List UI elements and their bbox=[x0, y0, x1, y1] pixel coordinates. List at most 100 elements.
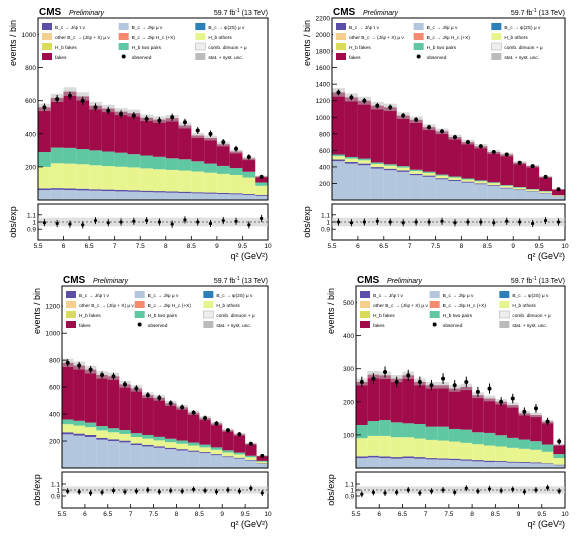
legend-label-2: B_c → ψ(2S) μ ν bbox=[504, 25, 541, 31]
bar-fakes-bin-6 bbox=[409, 119, 423, 170]
bar-fakes-bin-1 bbox=[344, 97, 358, 157]
energy-value: (13 TeV) bbox=[537, 10, 565, 17]
bar-h-b-two-pairs-bin-0 bbox=[332, 154, 345, 157]
y-tick-label: 1000 bbox=[46, 331, 61, 338]
legend-label-10: observed bbox=[148, 323, 168, 329]
bar-h-b-others-bin-7 bbox=[437, 440, 449, 459]
observed-point-5 bbox=[106, 108, 111, 113]
bar-b-c-j--bin-13 bbox=[204, 193, 217, 200]
bar-b-c-j--bin-0 bbox=[38, 188, 51, 191]
bar-fakes-bin-2 bbox=[63, 91, 77, 148]
bar-h-b-others-bin-0 bbox=[332, 156, 345, 160]
legend-swatch-11 bbox=[491, 53, 502, 60]
bar-h-b-others-bin-13 bbox=[500, 185, 514, 188]
observed-point-0 bbox=[336, 90, 341, 95]
bar-h-b-two-pairs-bin-4 bbox=[402, 423, 415, 438]
bar-b-c-j--bin-1 bbox=[367, 457, 380, 468]
ratio-point-15 bbox=[234, 219, 238, 223]
ratio-point-2 bbox=[68, 222, 72, 226]
bar-b-c-j--bin-5 bbox=[396, 171, 410, 200]
bar-b-c-j--bin-12 bbox=[495, 461, 507, 463]
legend-swatch-6 bbox=[66, 311, 76, 318]
legend-swatch-2 bbox=[491, 23, 502, 30]
lumi-value: 59.7 fb bbox=[214, 10, 236, 17]
uncertainty-band-bin-17 bbox=[553, 443, 565, 446]
legend-swatch-9 bbox=[66, 321, 76, 328]
legend-box bbox=[357, 288, 564, 330]
bar-h-b-others-bin-15 bbox=[233, 454, 246, 458]
y-tick-label: 2000 bbox=[316, 32, 331, 39]
chart-panel-4: 100 200 300 400 500 0.911.1 5.5 6 6.5 7 7.5 8 8.5 9 9.… bbox=[326, 275, 569, 529]
ratio-point-0 bbox=[66, 489, 70, 493]
observed-point-5 bbox=[417, 379, 422, 384]
legend-swatch-8 bbox=[203, 310, 214, 319]
bar-fakes-bin-4 bbox=[107, 376, 120, 429]
x-tick-label: 8 bbox=[175, 511, 179, 518]
bar-h-b-others-bin-0 bbox=[62, 424, 74, 433]
x-tick-label: 8 bbox=[460, 243, 464, 250]
legend-box bbox=[63, 288, 267, 330]
legend-label-7: H_b two pairs bbox=[148, 313, 178, 319]
observed-point-15 bbox=[237, 432, 242, 437]
preliminary-label: Preliminary bbox=[387, 278, 423, 285]
ratio-point-8 bbox=[157, 490, 161, 494]
observed-point-12 bbox=[195, 128, 200, 133]
bar-b-c-j--bin-8 bbox=[153, 447, 165, 468]
observed-point-17 bbox=[556, 187, 561, 192]
bar-b-c-j--bin-14 bbox=[513, 189, 527, 191]
x-tick-label: 6.5 bbox=[85, 243, 94, 250]
bar-h-b-others-bin-1 bbox=[73, 425, 85, 434]
ratio-point-3 bbox=[100, 490, 104, 494]
legend-label-10: observed bbox=[132, 55, 152, 61]
legend-label-1: B_c → J/ψ μ ν bbox=[148, 293, 179, 299]
bar-b-c-j--bin-15 bbox=[233, 457, 246, 459]
luminosity-label: 59.7 fb-1 (13 TeV) bbox=[214, 276, 268, 285]
bar-b-c-j--bin-15 bbox=[530, 462, 542, 464]
y-axis-label: events / bin bbox=[32, 288, 42, 334]
bar-fakes-bin-0 bbox=[332, 92, 345, 155]
bar-h-b-others-bin-11 bbox=[474, 181, 488, 184]
observed-point-12 bbox=[203, 416, 208, 421]
legend-label-4: B_c → J/ψ H_c (+X) bbox=[443, 303, 487, 309]
ratio-y-tick-label: 0.9 bbox=[345, 494, 354, 501]
x-tick-label: 5.5 bbox=[33, 243, 42, 250]
bar-b-c-j--bin-17 bbox=[255, 194, 268, 196]
bar-fakes-bin-17 bbox=[255, 176, 268, 183]
bar-h-b-others-bin-10 bbox=[461, 179, 475, 182]
x-tick-label: 6.5 bbox=[398, 511, 407, 518]
observed-point-17 bbox=[557, 439, 562, 444]
bar-b-c-j--bin-9 bbox=[153, 192, 166, 200]
ratio-point-12 bbox=[499, 489, 503, 493]
legend-label-8: comb. dimuon + μ bbox=[504, 45, 543, 51]
ratio-axis-label: obs/exp bbox=[8, 206, 18, 238]
y-tick-label: 1600 bbox=[316, 65, 331, 72]
legend-marker-observed bbox=[121, 54, 126, 59]
bar-h-b-others-bin-4 bbox=[402, 437, 415, 457]
ratio-point-12 bbox=[203, 489, 207, 493]
bar-b-c-j--bin-7 bbox=[437, 459, 449, 468]
observed-point-14 bbox=[221, 140, 226, 145]
legend-swatch-5 bbox=[491, 33, 502, 40]
x-tick-label: 5.5 bbox=[57, 511, 66, 518]
bar-b-c-j--bin-9 bbox=[448, 180, 462, 200]
bar-h-b-two-pairs-bin-10 bbox=[176, 440, 188, 444]
bar-b-c-j--bin-3 bbox=[390, 458, 403, 468]
bar-h-b-others-bin-9 bbox=[448, 177, 462, 180]
bar-b-c-j--bin-8 bbox=[140, 190, 153, 193]
bar-fakes-bin-7 bbox=[437, 385, 449, 427]
bar-h-b-others-bin-14 bbox=[222, 452, 234, 457]
observed-point-8 bbox=[157, 395, 162, 400]
bar-b-c-j--bin-6 bbox=[114, 191, 128, 200]
bar-h-b-others-bin-13 bbox=[506, 447, 519, 462]
legend-swatch-11 bbox=[195, 53, 206, 60]
bar-fakes-bin-0 bbox=[62, 362, 74, 420]
bar-h-b-others-bin-9 bbox=[165, 442, 177, 448]
bar-fakes-bin-17 bbox=[552, 189, 565, 196]
ratio-point-1 bbox=[55, 221, 59, 226]
ratio-point-9 bbox=[169, 489, 173, 493]
observed-point-16 bbox=[248, 441, 253, 446]
bar-fakes-bin-7 bbox=[422, 127, 436, 172]
legend-swatch-6 bbox=[360, 311, 370, 318]
x-tick-label: 6.5 bbox=[103, 511, 112, 518]
bar-b-c-j--bin-14 bbox=[216, 194, 230, 200]
